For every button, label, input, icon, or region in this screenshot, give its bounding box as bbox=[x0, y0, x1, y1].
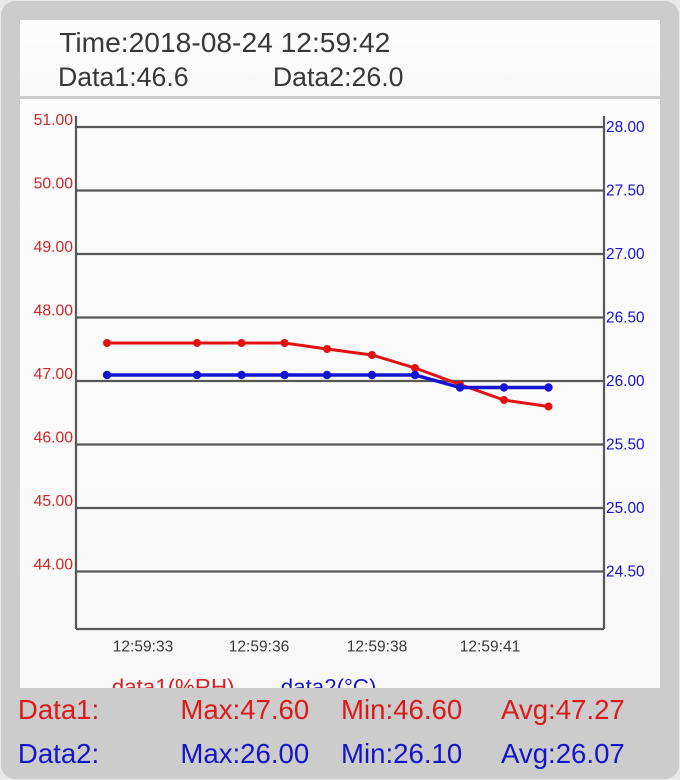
svg-text:28.00: 28.00 bbox=[606, 119, 645, 136]
svg-text:44.00: 44.00 bbox=[34, 557, 73, 574]
svg-text:48.00: 48.00 bbox=[34, 303, 73, 320]
svg-text:26.00: 26.00 bbox=[606, 373, 645, 390]
svg-text:12:59:38: 12:59:38 bbox=[347, 639, 408, 656]
svg-text:data2(°C): data2(°C) bbox=[281, 675, 377, 689]
svg-text:24.50: 24.50 bbox=[606, 563, 645, 580]
svg-text:45.00: 45.00 bbox=[34, 493, 73, 510]
svg-text:25.00: 25.00 bbox=[606, 500, 645, 517]
svg-text:47.00: 47.00 bbox=[34, 366, 73, 383]
svg-text:12:59:36: 12:59:36 bbox=[229, 639, 290, 656]
svg-text:27.00: 27.00 bbox=[606, 246, 645, 263]
svg-text:25.50: 25.50 bbox=[606, 436, 645, 453]
svg-text:51.00: 51.00 bbox=[34, 112, 73, 129]
svg-text:26.50: 26.50 bbox=[606, 309, 645, 326]
svg-text:49.00: 49.00 bbox=[34, 239, 73, 256]
svg-text:12:59:41: 12:59:41 bbox=[460, 639, 521, 656]
svg-text:12:59:33: 12:59:33 bbox=[113, 639, 174, 656]
svg-text:data1(%RH): data1(%RH) bbox=[112, 675, 235, 689]
svg-text:46.00: 46.00 bbox=[34, 430, 73, 447]
svg-text:27.50: 27.50 bbox=[606, 182, 645, 199]
svg-text:50.00: 50.00 bbox=[34, 176, 73, 193]
